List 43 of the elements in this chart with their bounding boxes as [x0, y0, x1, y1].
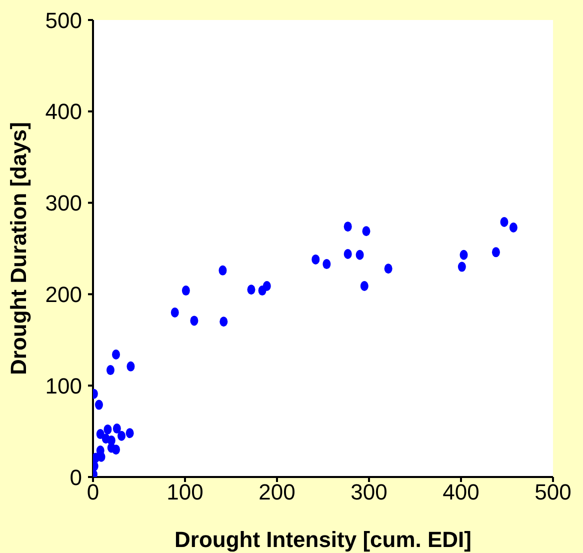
- point: [182, 286, 190, 296]
- point: [262, 280, 271, 291]
- point: [104, 424, 112, 434]
- point: [106, 365, 114, 376]
- point: [247, 284, 256, 295]
- point: [96, 429, 104, 440]
- x-tick-label: 200: [258, 480, 296, 505]
- y-axis-title: Drought Duration [days]: [6, 122, 31, 375]
- point: [112, 444, 120, 455]
- point: [344, 222, 352, 232]
- point: [118, 430, 126, 441]
- y-tick-label: 100: [45, 373, 82, 398]
- point: [460, 250, 468, 260]
- y-tick-label: 400: [45, 99, 82, 124]
- y-tick-label: 300: [45, 190, 82, 216]
- point: [126, 428, 134, 438]
- x-tick-label: 400: [442, 480, 480, 505]
- y-tick-label: 500: [45, 8, 82, 33]
- point: [322, 259, 331, 270]
- point: [384, 264, 392, 274]
- x-tick-label: 0: [86, 480, 100, 505]
- point: [218, 265, 227, 276]
- point: [112, 424, 121, 434]
- point: [509, 222, 518, 232]
- point: [112, 350, 120, 360]
- point: [126, 361, 135, 372]
- point: [220, 316, 228, 327]
- x-axis-title: Drought Intensity [cum. EDI]: [174, 527, 472, 552]
- x-tick-label: 300: [350, 480, 388, 505]
- point: [492, 247, 500, 258]
- x-tick-label: 500: [534, 480, 572, 505]
- point: [312, 254, 320, 264]
- x-tick-label: 100: [166, 480, 204, 505]
- point: [190, 316, 198, 326]
- point: [362, 226, 370, 236]
- point: [94, 400, 103, 410]
- y-tick-label: 200: [45, 282, 82, 308]
- point: [360, 280, 368, 291]
- point: [356, 250, 364, 260]
- point: [458, 262, 466, 272]
- point: [344, 248, 352, 259]
- point: [170, 307, 179, 318]
- point: [500, 216, 508, 227]
